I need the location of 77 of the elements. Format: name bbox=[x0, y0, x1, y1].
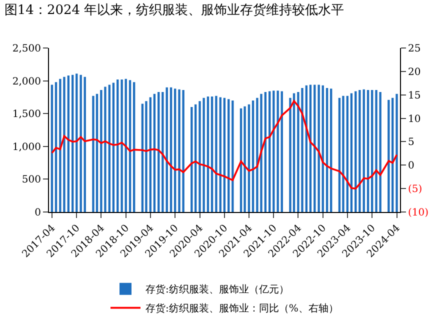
bar bbox=[362, 89, 365, 212]
bar bbox=[396, 94, 398, 212]
y-tick-label: 1,000 bbox=[12, 142, 41, 153]
y2-tick-label: 25 bbox=[408, 44, 421, 54]
bar bbox=[112, 82, 115, 212]
bar bbox=[178, 89, 180, 212]
bar bbox=[128, 80, 132, 212]
bar bbox=[182, 90, 184, 212]
bar bbox=[100, 90, 102, 212]
bar bbox=[379, 92, 382, 212]
bar bbox=[260, 94, 262, 212]
bar bbox=[59, 78, 62, 212]
bar bbox=[116, 79, 119, 212]
bar bbox=[124, 78, 127, 212]
bar bbox=[120, 79, 123, 212]
bar bbox=[67, 76, 70, 212]
chart-title: 图14：2024 年以来，纺织服装、服饰业存货维持较低水平 bbox=[4, 3, 344, 18]
bar bbox=[297, 92, 300, 212]
bar bbox=[388, 100, 390, 212]
y2-tick-label: 5 bbox=[408, 137, 414, 148]
bar bbox=[72, 74, 74, 212]
bar bbox=[318, 84, 320, 212]
bar bbox=[145, 101, 148, 212]
bar bbox=[104, 86, 106, 212]
bar bbox=[158, 92, 160, 212]
bar bbox=[162, 92, 164, 212]
bar bbox=[289, 98, 292, 212]
bar bbox=[232, 100, 234, 212]
y2-tick-label: 10 bbox=[408, 114, 421, 125]
y2-tick-label: 15 bbox=[408, 90, 421, 102]
bar bbox=[76, 74, 78, 212]
bar bbox=[92, 96, 94, 212]
y-tick-label: 500 bbox=[22, 174, 41, 186]
y-tick-label: 0 bbox=[34, 208, 41, 218]
bar bbox=[84, 76, 86, 212]
line-series bbox=[51, 100, 398, 190]
bar bbox=[215, 96, 218, 212]
bar bbox=[301, 88, 304, 212]
bar bbox=[252, 100, 254, 212]
bar bbox=[219, 97, 222, 212]
y-tick-label: 1,500 bbox=[12, 109, 41, 120]
y2-tick-label: 20 bbox=[408, 66, 421, 78]
bar bbox=[153, 94, 156, 212]
y2-tick-label: 0 bbox=[408, 160, 414, 172]
bar bbox=[141, 104, 144, 212]
bar bbox=[63, 76, 66, 212]
bar bbox=[194, 104, 197, 212]
legend-label: 存货:纺织服装、服饰业（亿元） bbox=[146, 284, 289, 296]
bar bbox=[202, 98, 205, 212]
bar bbox=[330, 88, 332, 212]
bar bbox=[223, 98, 226, 212]
bar bbox=[190, 107, 193, 212]
bar bbox=[228, 99, 230, 212]
bar bbox=[206, 96, 210, 212]
bar bbox=[132, 82, 136, 212]
bar bbox=[326, 88, 328, 212]
bar bbox=[96, 94, 98, 212]
bar bbox=[358, 90, 361, 212]
y2-tick-label: (10) bbox=[408, 208, 429, 218]
bar bbox=[256, 98, 258, 212]
y-tick-label: 2,000 bbox=[12, 76, 41, 88]
bar bbox=[108, 84, 110, 212]
bar bbox=[342, 96, 344, 212]
bar bbox=[149, 97, 152, 212]
bar bbox=[174, 88, 176, 212]
bar bbox=[210, 96, 214, 212]
legend-label: 存货:纺织服装、服饰业：同比（%、右轴） bbox=[146, 302, 338, 315]
bar bbox=[54, 82, 58, 212]
y2-tick-label: (5) bbox=[408, 184, 422, 196]
bar bbox=[50, 84, 54, 212]
bar bbox=[80, 74, 82, 212]
bar bbox=[276, 90, 279, 212]
bar bbox=[244, 106, 246, 212]
y-tick-label: 2,500 bbox=[12, 44, 41, 54]
bar bbox=[366, 90, 370, 212]
bar bbox=[198, 101, 201, 212]
bar bbox=[375, 90, 378, 212]
